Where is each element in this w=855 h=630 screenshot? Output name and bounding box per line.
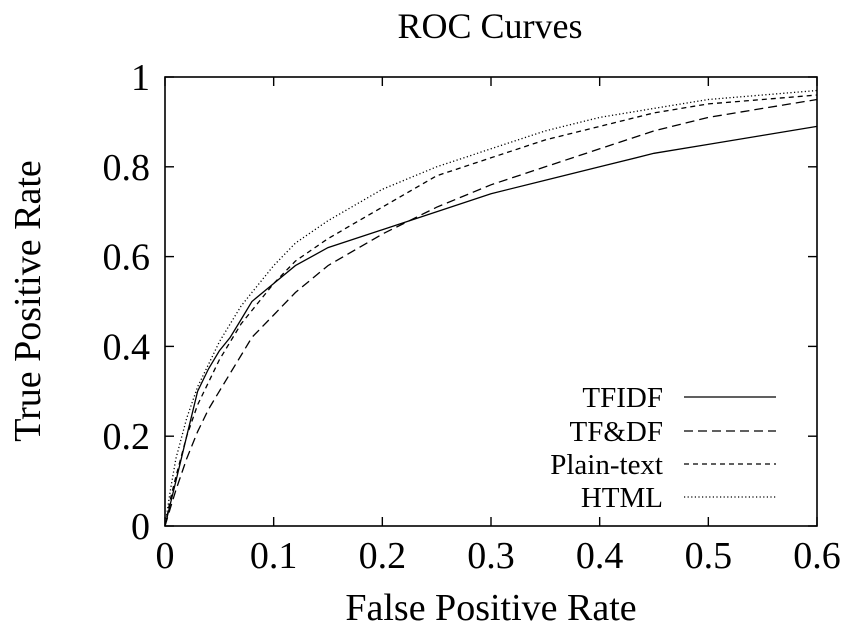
chart-title: ROC Curves — [397, 6, 582, 46]
legend-label: TF&DF — [570, 416, 663, 448]
x-tick-label: 0.3 — [467, 535, 515, 577]
series-line-tfidf — [164, 125, 818, 527]
x-tick-label: 0.6 — [793, 535, 841, 577]
plot-frame — [164, 76, 818, 527]
y-tick-label: 0.6 — [103, 237, 151, 279]
y-tick-label: 0.2 — [103, 416, 151, 458]
legend-label: Plain-text — [550, 449, 663, 481]
y-tick-label: 0 — [131, 506, 150, 548]
series-line-plain-text — [164, 94, 818, 527]
x-tick-label: 0.2 — [359, 535, 407, 577]
series-line-tf-df — [164, 98, 818, 527]
x-tick-label: 0 — [156, 535, 175, 577]
x-axis-label: False Positive Rate — [345, 587, 636, 629]
series-line-html — [164, 89, 818, 527]
axis-ticks: 0 0.1 0.2 0.3 0.4 0.5 0.6 0 0.2 0.4 0.6 0.8 1 — [103, 57, 841, 577]
y-tick-label: 0.4 — [103, 326, 151, 368]
x-tick-label: 0.1 — [250, 535, 298, 577]
legend-label: HTML — [581, 482, 663, 514]
roc-curves — [164, 89, 818, 527]
x-tick-label: 0.4 — [576, 535, 624, 577]
y-axis-label: True Positive Rate — [7, 160, 49, 442]
x-tick-label: 0.5 — [685, 535, 733, 577]
y-tick-label: 1 — [131, 57, 150, 99]
y-tick-label: 0.8 — [103, 147, 151, 189]
legend-label: TFIDF — [582, 382, 663, 414]
